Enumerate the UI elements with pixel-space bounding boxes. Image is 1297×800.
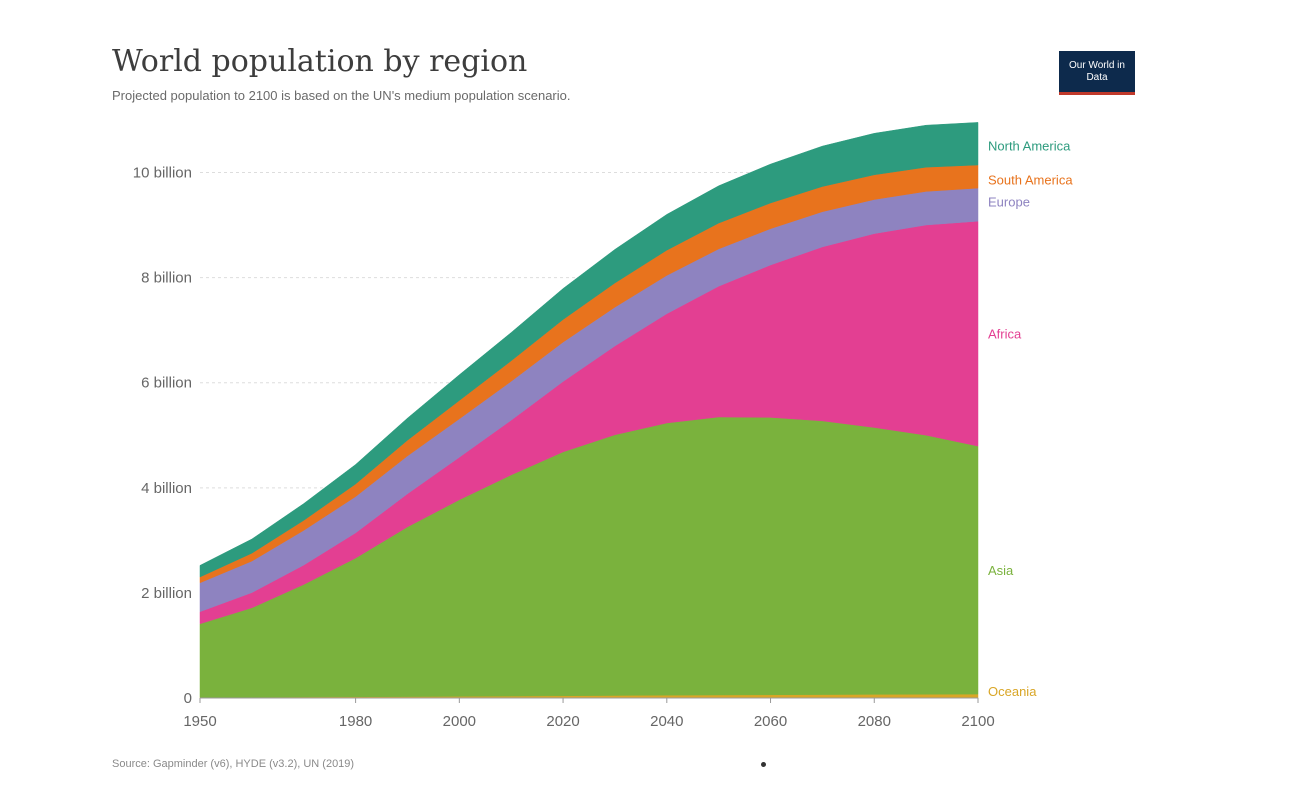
series-label-north-america: North America [988, 138, 1071, 153]
y-tick-label: 0 [184, 690, 192, 707]
y-tick-label: 6 billion [141, 375, 192, 392]
chart-subtitle: Projected population to 2100 is based on… [112, 88, 571, 103]
series-label-europe: Europe [988, 195, 1030, 210]
owid-logo[interactable]: Our World in Data [1059, 51, 1135, 95]
y-tick-label: 2 billion [141, 585, 192, 602]
x-tick-label: 2020 [546, 713, 579, 730]
x-tick-label: 2060 [754, 713, 787, 730]
series-label-oceania: Oceania [988, 684, 1037, 699]
x-tick-label: 1950 [183, 713, 216, 730]
dot-marker [761, 762, 766, 767]
x-tick-label: 2000 [443, 713, 476, 730]
y-tick-label: 8 billion [141, 270, 192, 287]
area-north-america[interactable] [199, 122, 979, 578]
series-label-africa: Africa [988, 327, 1022, 342]
x-tick-label: 2040 [650, 713, 683, 730]
y-axis-ticks: 0 2 billion 4 billion 6 billion 8 billion 10 … [133, 165, 192, 707]
series-label-south-america: South America [988, 173, 1073, 188]
y-tick-label: 4 billion [141, 480, 192, 497]
y-tick-label: 10 billion [133, 165, 192, 182]
area-layers [199, 122, 979, 699]
x-tick-label: 2080 [858, 713, 891, 730]
x-tick-label: 1980 [339, 713, 372, 730]
x-axis [199, 697, 979, 703]
series-labels: Oceania Asia Africa Europe South America Nort… [988, 138, 1073, 699]
source-note: Source: Gapminder (v6), HYDE (v3.2), UN … [112, 758, 355, 770]
chart-title: World population by region [112, 44, 528, 79]
x-tick-label: 2100 [961, 713, 994, 730]
owid-logo-text: Our World in Data [1069, 59, 1125, 83]
series-label-asia: Asia [988, 563, 1014, 578]
x-axis-ticks: 1950 1980 2000 2020 2040 2060 2080 2100 [183, 713, 994, 730]
